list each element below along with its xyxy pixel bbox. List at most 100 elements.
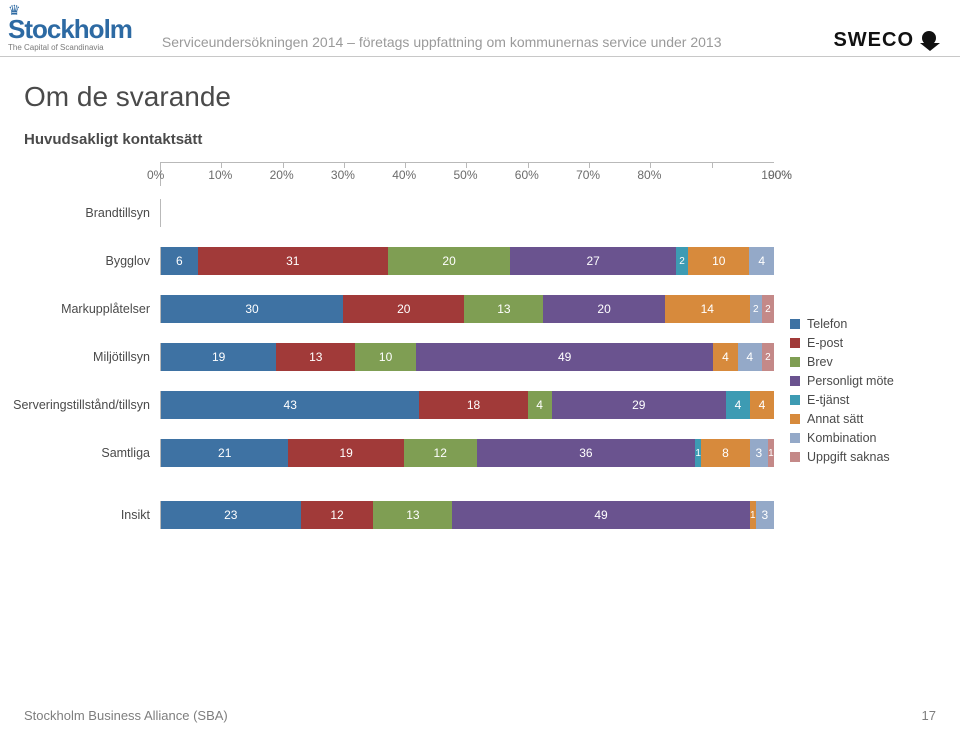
stacked-bar: 3020132001422 [160, 295, 774, 323]
bar-segment: 2 [762, 295, 774, 323]
stacked-bar [160, 199, 774, 227]
legend-item: Personligt möte [790, 374, 940, 388]
legend-swatch [790, 338, 800, 348]
bar-segment: 4 [713, 343, 737, 371]
bar-segment: 49 [452, 501, 749, 529]
legend-swatch [790, 433, 800, 443]
bar-segment: 27 [510, 247, 676, 275]
legend-swatch [790, 376, 800, 386]
header-bar: ♛ Stockholm The Capital of Scandinavia S… [0, 0, 960, 57]
bar-segment: 12 [301, 501, 374, 529]
legend-swatch [790, 395, 800, 405]
stockholm-wordmark: Stockholm [8, 14, 132, 45]
bar-segment: 43 [161, 391, 419, 419]
legend-swatch [790, 319, 800, 329]
stacked-bar: 191310490442 [160, 343, 774, 371]
x-tick-label: 40% [392, 168, 416, 182]
row-label: Brandtillsyn [0, 206, 160, 220]
stacked-bar: 2312134913 [160, 501, 774, 529]
chart-row: Samtliga211912361831 [0, 432, 774, 474]
x-tick-label: 100% [761, 168, 792, 182]
bar-segment: 19 [161, 343, 276, 371]
bar-segment: 4 [750, 391, 774, 419]
footer-text: Stockholm Business Alliance (SBA) [24, 708, 228, 723]
x-tick-label: 60% [515, 168, 539, 182]
row-label: Markupplåtelser [0, 302, 160, 316]
x-axis-line [160, 162, 774, 163]
legend-item: Uppgift saknas [790, 450, 940, 464]
x-tick-label: 80% [637, 168, 661, 182]
bar-segment: 18 [419, 391, 527, 419]
legend-label: Telefon [807, 317, 847, 331]
bar-segment: 19 [288, 439, 403, 467]
page-number: 17 [922, 708, 936, 723]
legend-swatch [790, 357, 800, 367]
bar-segment: 2 [750, 295, 762, 323]
legend-label: E-post [807, 336, 843, 350]
legend-item: Annat sätt [790, 412, 940, 426]
bar-segment: 4 [726, 391, 750, 419]
chart-row: Serveringstillstånd/tillsyn4318429440 [0, 384, 774, 426]
legend-label: Kombination [807, 431, 877, 445]
header-subtitle: Serviceundersökningen 2014 – företags up… [132, 34, 834, 52]
stacked-bar-chart: 0%10%20%30%40%50%60%70%80%90%100% Brandt… [0, 162, 774, 556]
chart-title: Huvudsakligt kontaktsätt [24, 131, 960, 148]
row-label: Samtliga [0, 446, 160, 460]
bar-segment: 23 [161, 501, 301, 529]
row-label: Bygglov [0, 254, 160, 268]
bar-segment: 13 [276, 343, 355, 371]
stockholm-tagline: The Capital of Scandinavia [8, 43, 104, 52]
bar-segment: 13 [464, 295, 543, 323]
bar-segment: 4 [738, 343, 762, 371]
x-tick-label: 70% [576, 168, 600, 182]
sweco-logo: SWECO [833, 29, 940, 52]
legend-item: Brev [790, 355, 940, 369]
bar-segment: 10 [688, 247, 749, 275]
crown-icon: ♛ [8, 6, 21, 14]
legend-item: E-post [790, 336, 940, 350]
legend-swatch [790, 414, 800, 424]
x-tick-label: 0% [147, 168, 164, 182]
bar-segment: 2 [762, 343, 774, 371]
bar-segment: 20 [343, 295, 464, 323]
bar-segment: 21 [161, 439, 288, 467]
bar-segment: 6 [161, 247, 198, 275]
bar-segment: 2 [676, 247, 688, 275]
chart-row: Miljötillsyn191310490442 [0, 336, 774, 378]
stacked-bar: 4318429440 [160, 391, 774, 419]
bar-segment: 10 [355, 343, 416, 371]
legend-item: E-tjänst [790, 393, 940, 407]
chart-row: Insikt2312134913 [0, 480, 774, 550]
legend-label: Uppgift saknas [807, 450, 890, 464]
bar-segment: 36 [477, 439, 696, 467]
legend-label: Annat sätt [807, 412, 863, 426]
row-label: Miljötillsyn [0, 350, 160, 364]
bar-segment: 29 [552, 391, 726, 419]
x-tick-label: 50% [453, 168, 477, 182]
bar-segment: 4 [749, 247, 774, 275]
chart-row: Brandtillsyn [0, 192, 774, 234]
stacked-bar: 631202721040 [160, 247, 774, 275]
bar-segment: 30 [161, 295, 343, 323]
legend-label: Brev [807, 355, 833, 369]
bar-segment: 14 [665, 295, 750, 323]
sweco-wordmark: SWECO [833, 29, 914, 52]
bar-segment: 4 [528, 391, 552, 419]
bar-segment: 20 [388, 247, 511, 275]
legend-swatch [790, 452, 800, 462]
row-label: Serveringstillstånd/tillsyn [0, 398, 160, 412]
legend-label: Personligt möte [807, 374, 894, 388]
bar-segment: 1 [768, 439, 774, 467]
bar-segment: 49 [416, 343, 713, 371]
bar-segment: 31 [198, 247, 388, 275]
chart-row: Markupplåtelser3020132001422 [0, 288, 774, 330]
stockholm-logo: ♛ Stockholm The Capital of Scandinavia [8, 6, 132, 52]
x-axis: 0%10%20%30%40%50%60%70%80%90%100% [160, 162, 774, 186]
legend-label: E-tjänst [807, 393, 849, 407]
bar-segment: 8 [701, 439, 750, 467]
legend-item: Telefon [790, 317, 940, 331]
stacked-bar: 211912361831 [160, 439, 774, 467]
legend-item: Kombination [790, 431, 940, 445]
legend: Telefon E-post Brev Personligt möte E-tjänst… [774, 162, 940, 469]
chart-container: 0%10%20%30%40%50%60%70%80%90%100% Brandt… [0, 162, 960, 556]
